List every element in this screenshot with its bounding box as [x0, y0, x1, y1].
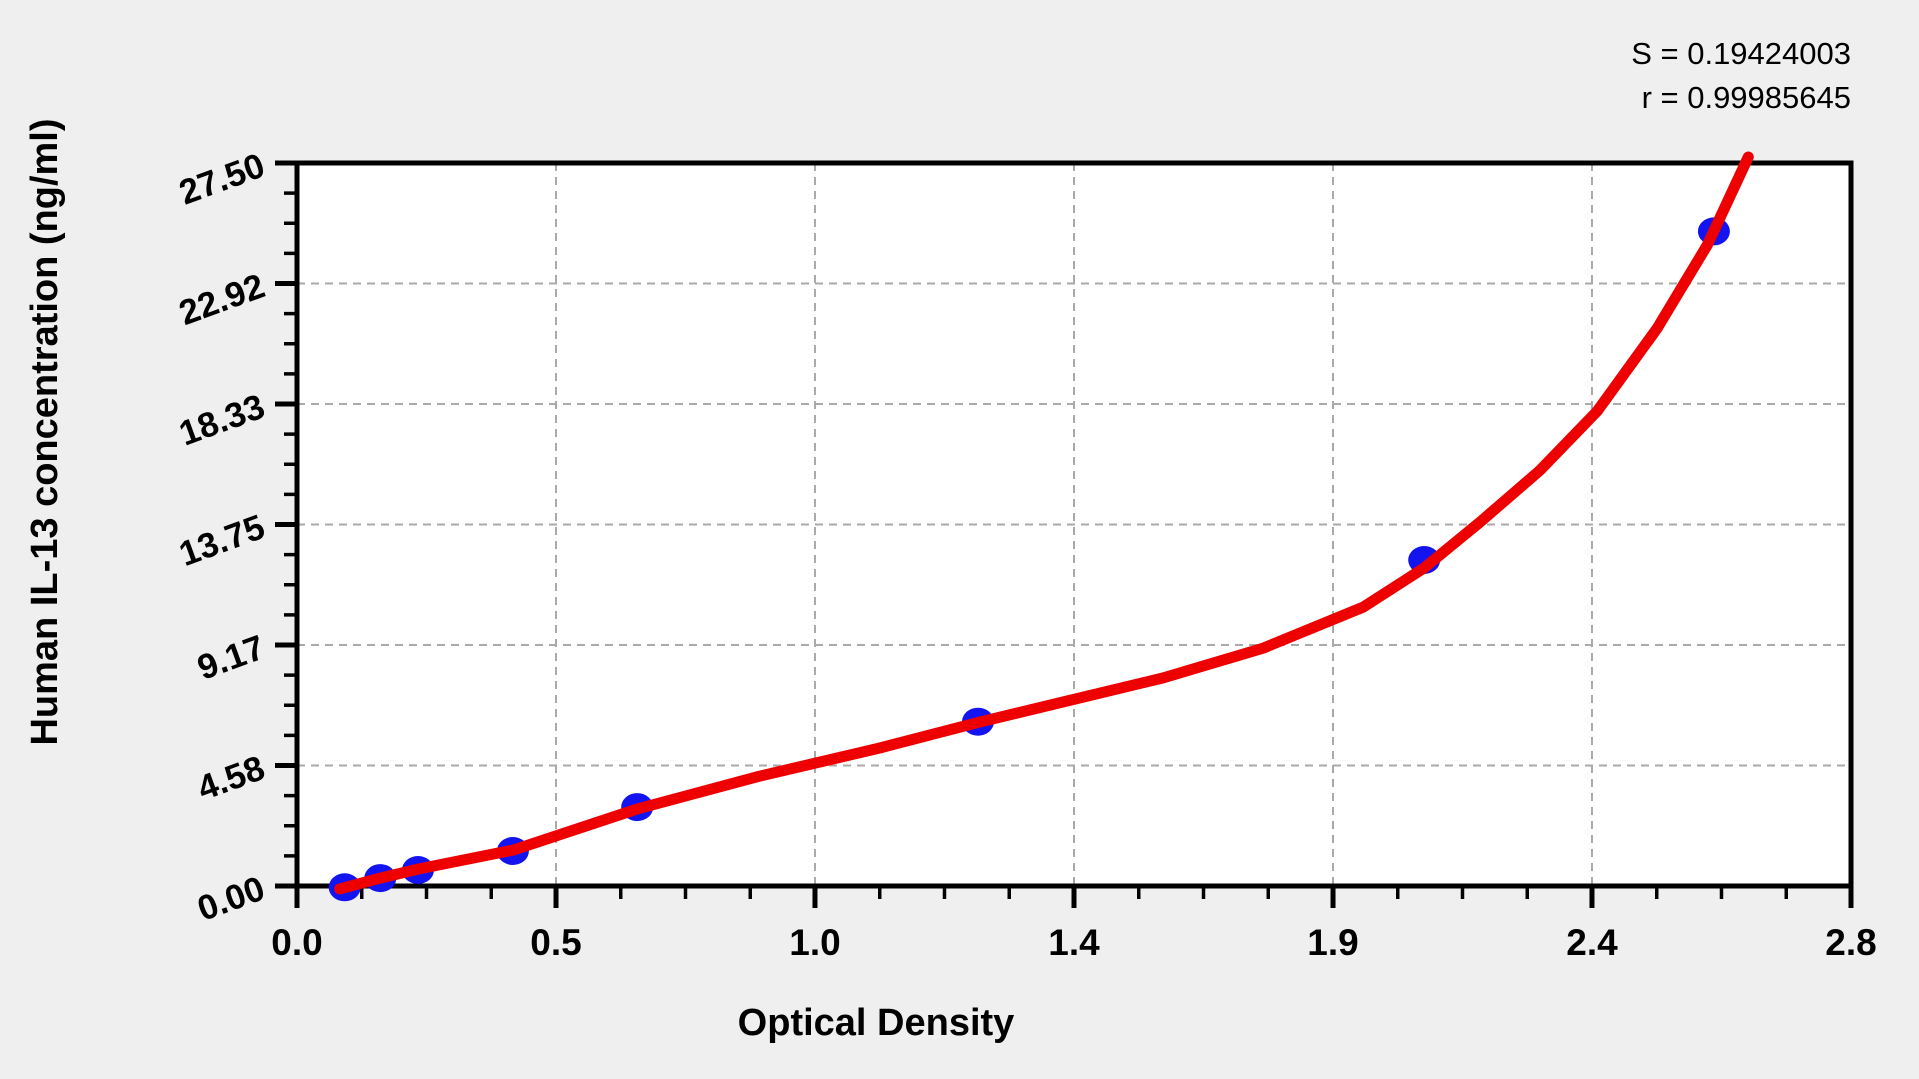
y-tick-label: 27.50 — [174, 146, 270, 213]
fit-curve — [334, 151, 1754, 895]
x-tick-label: 1.9 — [1307, 922, 1358, 963]
y-tick-label: 18.33 — [174, 387, 270, 454]
axis-ticks — [275, 160, 1854, 908]
x-tick-label: 1.0 — [789, 922, 840, 963]
gridlines — [297, 163, 1851, 886]
y-axis-title: Human IL-13 concentration (ng/ml) — [24, 118, 66, 745]
x-tick-label: 0.5 — [530, 922, 581, 963]
data-series-layer — [328, 151, 1754, 902]
x-tick-label: 0.0 — [271, 922, 322, 963]
stat-r-value: r = 0.99985645 — [1642, 80, 1851, 115]
x-axis-title: Optical Density — [738, 1002, 1015, 1044]
stat-s-value: S = 0.19424003 — [1631, 36, 1851, 71]
y-tick-label: 9.17 — [192, 628, 269, 688]
y-tick-label: 22.92 — [174, 266, 270, 333]
x-tick-label: 2.4 — [1566, 922, 1618, 963]
y-tick-label: 0.00 — [192, 869, 269, 929]
x-tick-label: 1.4 — [1048, 922, 1100, 963]
x-tick-label: 2.8 — [1825, 922, 1876, 963]
y-tick-label: 13.75 — [174, 507, 270, 574]
y-tick-label: 4.58 — [192, 748, 269, 808]
